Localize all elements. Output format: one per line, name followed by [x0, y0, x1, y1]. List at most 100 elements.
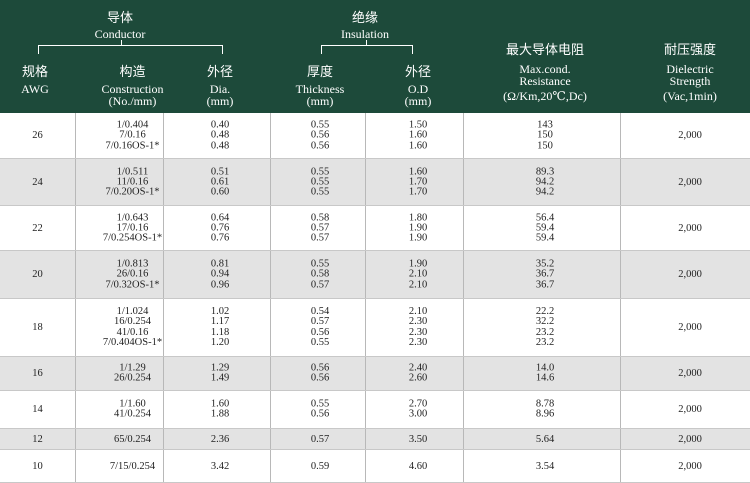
row-divider [0, 449, 750, 450]
column-divider [620, 159, 621, 206]
conductor-title-en: Conductor [94, 27, 146, 41]
awg-cell: 12 [32, 433, 43, 445]
column-divider [620, 357, 621, 391]
construction-cell: 1/0.643 17/0.16 7/0.254OS-1* [70, 211, 195, 244]
resistance-value: 94.2 [535, 186, 555, 198]
resistance-value: 36.7 [535, 268, 555, 280]
insulation-title-cn: 绝缘 [351, 11, 378, 26]
column-divider [365, 299, 366, 357]
awg-header-cn: 规格 [21, 65, 48, 80]
resistance-header-en2: Resistance [519, 74, 571, 88]
column-divider [463, 251, 464, 299]
dielectric-cell: 2,000 [678, 321, 702, 333]
od-value: 1.70 [408, 176, 428, 188]
awg-header-en: AWG [21, 82, 49, 96]
table-row: 20 1/0.813 26/0.16 7/0.32OS-1* 0.81 0.94 0.96 0… [0, 251, 750, 299]
resistance-value: 3.54 [535, 460, 555, 472]
dia-value: 2.36 [210, 433, 230, 445]
table-row: 12 65/0.254 2.36 0.57 3.50 5.64 2,000 [0, 429, 750, 450]
thickness-value: 0.57 [310, 316, 330, 328]
od-value: 2.30 [408, 337, 428, 349]
dia-value: 0.51 [210, 165, 230, 177]
column-divider [270, 159, 271, 206]
od-value: 2.40 [408, 362, 428, 374]
resistance-value: 23.2 [535, 337, 555, 349]
thickness-value: 0.59 [310, 460, 330, 472]
dia-value: 1.18 [210, 327, 230, 338]
dielectric-header-en2: Strength [669, 74, 711, 88]
construction-value: 1/0.404 [116, 119, 149, 131]
column-divider [163, 113, 164, 159]
resistance-header-cn: 最大导体电阻 [505, 43, 584, 58]
thickness-cell: 0.55 0.58 0.57 [280, 258, 360, 291]
construction-header-unit: (No./mm) [108, 94, 157, 108]
column-divider [270, 450, 271, 483]
thickness-cell: 0.55 0.56 0.56 [280, 119, 360, 152]
dia-value: 0.61 [210, 176, 230, 188]
construction-cell: 1/0.511 11/0.16 7/0.20OS-1* [70, 166, 195, 198]
od-value: 1.60 [408, 129, 428, 141]
thickness-value: 0.56 [310, 140, 330, 152]
thickness-value: 0.57 [310, 433, 330, 445]
dia-value: 0.64 [210, 211, 230, 223]
resistance-value: 59.4 [535, 222, 555, 234]
resistance-value: 23.2 [535, 327, 555, 338]
resistance-value: 14.0 [535, 362, 555, 374]
od-value: 2.10 [408, 279, 428, 291]
dielectric-header-cn: 耐压强度 [663, 43, 716, 58]
insulation-bracket [321, 45, 413, 54]
construction-value: 1/0.813 [116, 258, 149, 270]
column-divider [75, 251, 76, 299]
thickness-cell: 0.54 0.57 0.56 0.55 [280, 306, 360, 349]
od-value: 1.70 [408, 186, 428, 198]
od-value: 1.60 [408, 140, 428, 152]
construction-value: 7/0.16OS-1* [105, 140, 160, 152]
dia-cell: 0.81 0.94 0.96 [185, 258, 255, 290]
dia-cell: 1.02 1.17 1.18 1.20 [185, 306, 255, 349]
table-row: 24 1/0.511 11/0.16 7/0.20OS-1* 0.51 0.61 0.60 0… [0, 159, 750, 206]
od-value: 2.60 [408, 373, 428, 384]
column-divider [620, 391, 621, 429]
construction-value: 11/0.16 [116, 176, 149, 188]
od-cell: 1.80 1.90 1.90 [378, 212, 458, 244]
column-divider [365, 391, 366, 429]
od-value: 2.10 [408, 268, 428, 280]
column-divider [365, 429, 366, 450]
awg-cell: 14 [32, 403, 43, 415]
dia-cell: 0.51 0.61 0.60 [185, 165, 255, 198]
awg-cell: 16 [32, 367, 43, 379]
dielectric-header-unit: (Vac,1min) [663, 89, 717, 103]
resistance-value: 150 [537, 129, 553, 141]
resistance-header-en1: Max.cond. [519, 62, 571, 76]
column-divider [620, 251, 621, 299]
column-divider [365, 450, 366, 483]
resistance-cell: 56.4 59.4 59.4 [470, 212, 620, 244]
resistance-cell: 3.54 [470, 460, 620, 472]
resistance-value: 36.7 [535, 279, 555, 291]
column-divider [365, 159, 366, 206]
column-divider [75, 429, 76, 450]
thickness-value: 0.56 [310, 129, 330, 141]
construction-value: 7/0.32OS-1* [105, 279, 160, 291]
dia-cell: 1.29 1.49 [185, 363, 255, 385]
od-header-en: O.D [407, 82, 429, 96]
resistance-cell: 8.78 8.96 [470, 399, 620, 421]
awg-cell: 26 [32, 129, 43, 141]
construction-header-cn: 构造 [119, 65, 146, 80]
table-row: 10 7/15/0.254 3.42 0.59 4.60 3.54 2,000 [0, 450, 750, 483]
od-value: 1.90 [408, 232, 428, 244]
od-cell: 2.70 3.00 [378, 399, 458, 421]
thickness-cell: 0.59 [280, 460, 360, 472]
row-divider [0, 298, 750, 299]
resistance-value: 143 [537, 119, 553, 131]
thickness-value: 0.57 [310, 222, 330, 234]
dia-value: 3.42 [210, 460, 230, 472]
construction-value: 1/0.643 [116, 211, 149, 223]
thickness-value: 0.57 [310, 279, 330, 291]
awg-cell: 10 [32, 460, 43, 472]
thickness-header-unit: (mm) [306, 94, 334, 108]
construction-cell: 1/1.29 26/0.254 [70, 363, 195, 385]
column-divider [270, 357, 271, 391]
thickness-value: 0.55 [310, 165, 330, 177]
